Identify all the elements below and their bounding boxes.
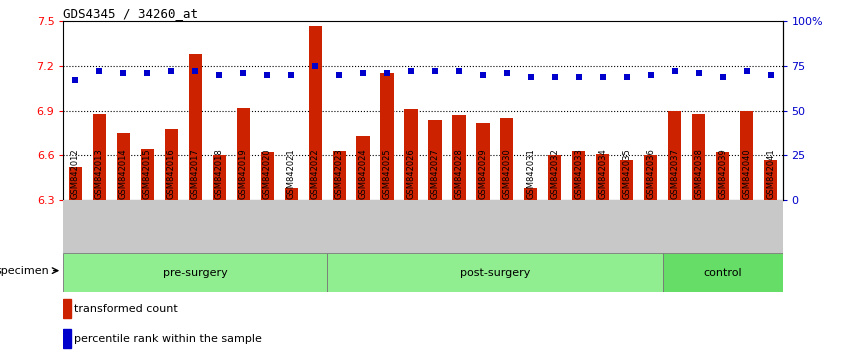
Bar bbox=[165, 129, 178, 200]
Point bbox=[739, 68, 753, 74]
Bar bbox=[332, 151, 346, 200]
Bar bbox=[117, 133, 130, 200]
Bar bbox=[764, 160, 777, 200]
Point bbox=[356, 70, 370, 76]
Bar bbox=[644, 155, 657, 200]
Point bbox=[764, 72, 777, 78]
Point bbox=[500, 70, 514, 76]
Text: post-surgery: post-surgery bbox=[459, 268, 530, 278]
Bar bbox=[69, 167, 82, 200]
Point bbox=[236, 70, 250, 76]
Point bbox=[140, 70, 154, 76]
Bar bbox=[261, 152, 274, 200]
Bar bbox=[476, 122, 490, 200]
Bar bbox=[356, 136, 370, 200]
Point bbox=[572, 74, 585, 80]
Bar bbox=[740, 110, 753, 200]
Point bbox=[284, 72, 298, 78]
Point bbox=[667, 68, 681, 74]
Point bbox=[716, 74, 729, 80]
Point bbox=[92, 68, 106, 74]
Bar bbox=[309, 26, 321, 200]
Point bbox=[524, 74, 537, 80]
Point bbox=[452, 68, 465, 74]
Point bbox=[404, 68, 418, 74]
Point bbox=[428, 68, 442, 74]
Bar bbox=[284, 188, 298, 200]
Point bbox=[164, 68, 178, 74]
Bar bbox=[525, 188, 537, 200]
Point bbox=[620, 74, 634, 80]
Point bbox=[476, 72, 490, 78]
Text: pre-surgery: pre-surgery bbox=[163, 268, 228, 278]
Bar bbox=[140, 149, 154, 200]
Point bbox=[69, 78, 82, 83]
Point bbox=[117, 70, 130, 76]
Point bbox=[596, 74, 609, 80]
Point bbox=[308, 63, 321, 69]
Bar bbox=[63, 299, 71, 318]
Bar bbox=[620, 160, 634, 200]
Point bbox=[189, 68, 202, 74]
Bar bbox=[548, 155, 562, 200]
Text: percentile rank within the sample: percentile rank within the sample bbox=[74, 333, 262, 343]
Point bbox=[644, 72, 657, 78]
Text: specimen: specimen bbox=[0, 266, 49, 276]
Point bbox=[332, 72, 346, 78]
Point bbox=[261, 72, 274, 78]
Bar bbox=[716, 152, 729, 200]
Bar bbox=[428, 120, 442, 200]
Bar bbox=[662, 253, 783, 292]
Bar bbox=[453, 115, 465, 200]
Bar bbox=[381, 73, 393, 200]
Bar bbox=[212, 155, 226, 200]
Bar bbox=[572, 151, 585, 200]
Text: transformed count: transformed count bbox=[74, 304, 178, 314]
Text: control: control bbox=[703, 268, 742, 278]
Bar bbox=[237, 108, 250, 200]
Point bbox=[692, 70, 706, 76]
Point bbox=[548, 74, 562, 80]
Bar bbox=[692, 114, 706, 200]
Bar bbox=[668, 110, 681, 200]
Bar bbox=[327, 253, 662, 292]
Bar bbox=[500, 118, 514, 200]
Bar bbox=[93, 114, 106, 200]
Bar bbox=[63, 253, 327, 292]
Point bbox=[212, 72, 226, 78]
Bar bbox=[404, 109, 418, 200]
Point bbox=[380, 70, 393, 76]
Bar bbox=[63, 329, 71, 348]
Bar bbox=[596, 154, 609, 200]
Bar bbox=[189, 54, 202, 200]
Text: GDS4345 / 34260_at: GDS4345 / 34260_at bbox=[63, 7, 199, 20]
